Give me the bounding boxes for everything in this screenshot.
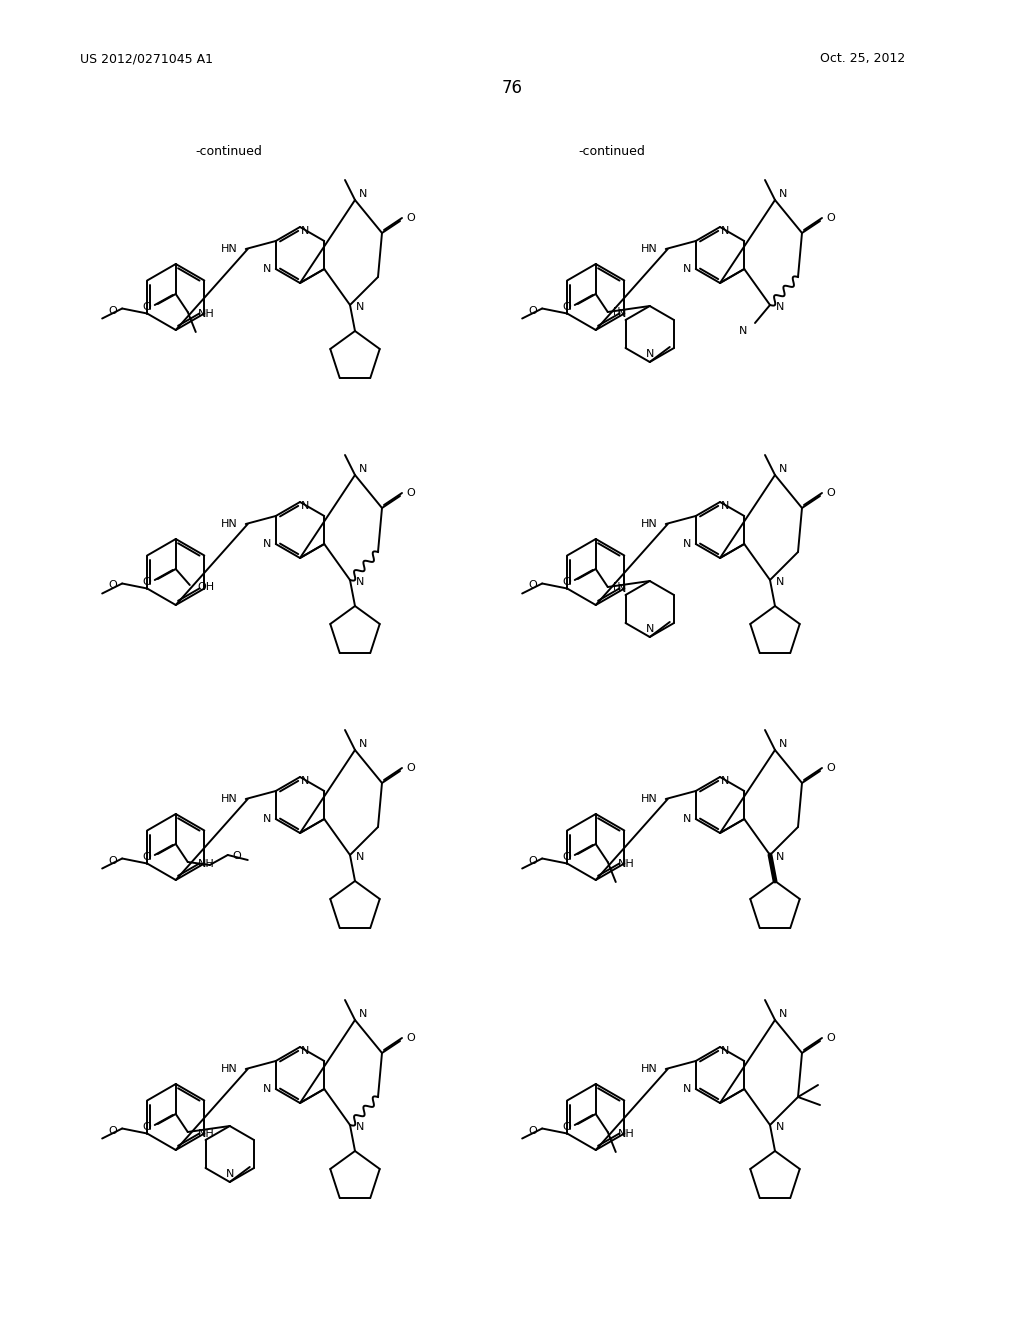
- Text: O: O: [528, 305, 538, 315]
- Text: N: N: [301, 226, 309, 236]
- Text: N: N: [779, 739, 787, 748]
- Text: O: O: [142, 1122, 151, 1133]
- Text: O: O: [406, 1034, 415, 1043]
- Text: N: N: [776, 1122, 784, 1133]
- Text: N: N: [301, 776, 309, 785]
- Text: NH: NH: [198, 859, 214, 869]
- Text: O: O: [142, 851, 151, 862]
- Text: N: N: [721, 776, 729, 785]
- Text: HN: HN: [221, 519, 238, 529]
- Text: N: N: [682, 539, 691, 549]
- Text: O: O: [406, 488, 415, 498]
- Text: HN: HN: [221, 244, 238, 253]
- Text: N: N: [776, 302, 784, 312]
- Text: O: O: [826, 1034, 835, 1043]
- Text: O: O: [109, 305, 117, 315]
- Text: HN: HN: [641, 795, 657, 804]
- Text: O: O: [232, 851, 242, 861]
- Text: N: N: [262, 1084, 270, 1094]
- Text: N: N: [738, 326, 746, 337]
- Text: OH: OH: [198, 582, 215, 591]
- Text: N: N: [682, 264, 691, 275]
- Text: O: O: [406, 763, 415, 774]
- Text: O: O: [406, 213, 415, 223]
- Text: O: O: [562, 577, 570, 587]
- Text: N: N: [776, 851, 784, 862]
- Text: N: N: [721, 226, 729, 236]
- Text: N: N: [682, 814, 691, 824]
- Text: O: O: [562, 1122, 570, 1133]
- Text: N: N: [359, 739, 368, 748]
- Text: N: N: [356, 577, 365, 587]
- Text: N: N: [721, 502, 729, 511]
- Text: HN: HN: [641, 519, 657, 529]
- Text: N: N: [682, 1084, 691, 1094]
- Text: O: O: [562, 302, 570, 312]
- Text: O: O: [109, 855, 117, 866]
- Text: O: O: [528, 581, 538, 590]
- Text: N: N: [262, 539, 270, 549]
- Text: N: N: [617, 309, 626, 319]
- Text: -continued: -continued: [195, 145, 262, 158]
- Text: N: N: [262, 264, 270, 275]
- Text: N: N: [356, 851, 365, 862]
- Text: NH: NH: [617, 859, 635, 869]
- Text: N: N: [356, 1122, 365, 1133]
- Text: N: N: [262, 814, 270, 824]
- Text: O: O: [826, 763, 835, 774]
- Text: O: O: [528, 855, 538, 866]
- Text: N: N: [359, 465, 368, 474]
- Text: N: N: [779, 1008, 787, 1019]
- Text: US 2012/0271045 A1: US 2012/0271045 A1: [80, 51, 213, 65]
- Text: O: O: [109, 581, 117, 590]
- Text: HN: HN: [641, 244, 657, 253]
- Text: N: N: [359, 1008, 368, 1019]
- Text: N: N: [645, 624, 654, 634]
- Text: Oct. 25, 2012: Oct. 25, 2012: [820, 51, 905, 65]
- Text: NH: NH: [198, 1129, 214, 1139]
- Text: O: O: [826, 488, 835, 498]
- Text: O: O: [142, 302, 151, 312]
- Text: O: O: [142, 577, 151, 587]
- Text: N: N: [301, 1045, 309, 1056]
- Text: N: N: [721, 1045, 729, 1056]
- Text: N: N: [359, 189, 368, 199]
- Text: O: O: [562, 851, 570, 862]
- Text: N: N: [617, 583, 626, 594]
- Text: -continued: -continued: [578, 145, 645, 158]
- Text: N: N: [779, 189, 787, 199]
- Text: H: H: [612, 582, 621, 591]
- Text: N: N: [356, 302, 365, 312]
- Text: O: O: [826, 213, 835, 223]
- Text: N: N: [645, 348, 654, 359]
- Text: H: H: [612, 308, 621, 317]
- Text: NH: NH: [617, 1129, 635, 1139]
- Text: HN: HN: [221, 1064, 238, 1074]
- Text: N: N: [301, 502, 309, 511]
- Text: HN: HN: [221, 795, 238, 804]
- Text: N: N: [225, 1170, 233, 1179]
- Text: N: N: [776, 577, 784, 587]
- Text: N: N: [779, 465, 787, 474]
- Text: O: O: [528, 1126, 538, 1135]
- Text: NH: NH: [198, 309, 214, 319]
- Text: 76: 76: [502, 79, 522, 96]
- Text: HN: HN: [641, 1064, 657, 1074]
- Text: O: O: [109, 1126, 117, 1135]
